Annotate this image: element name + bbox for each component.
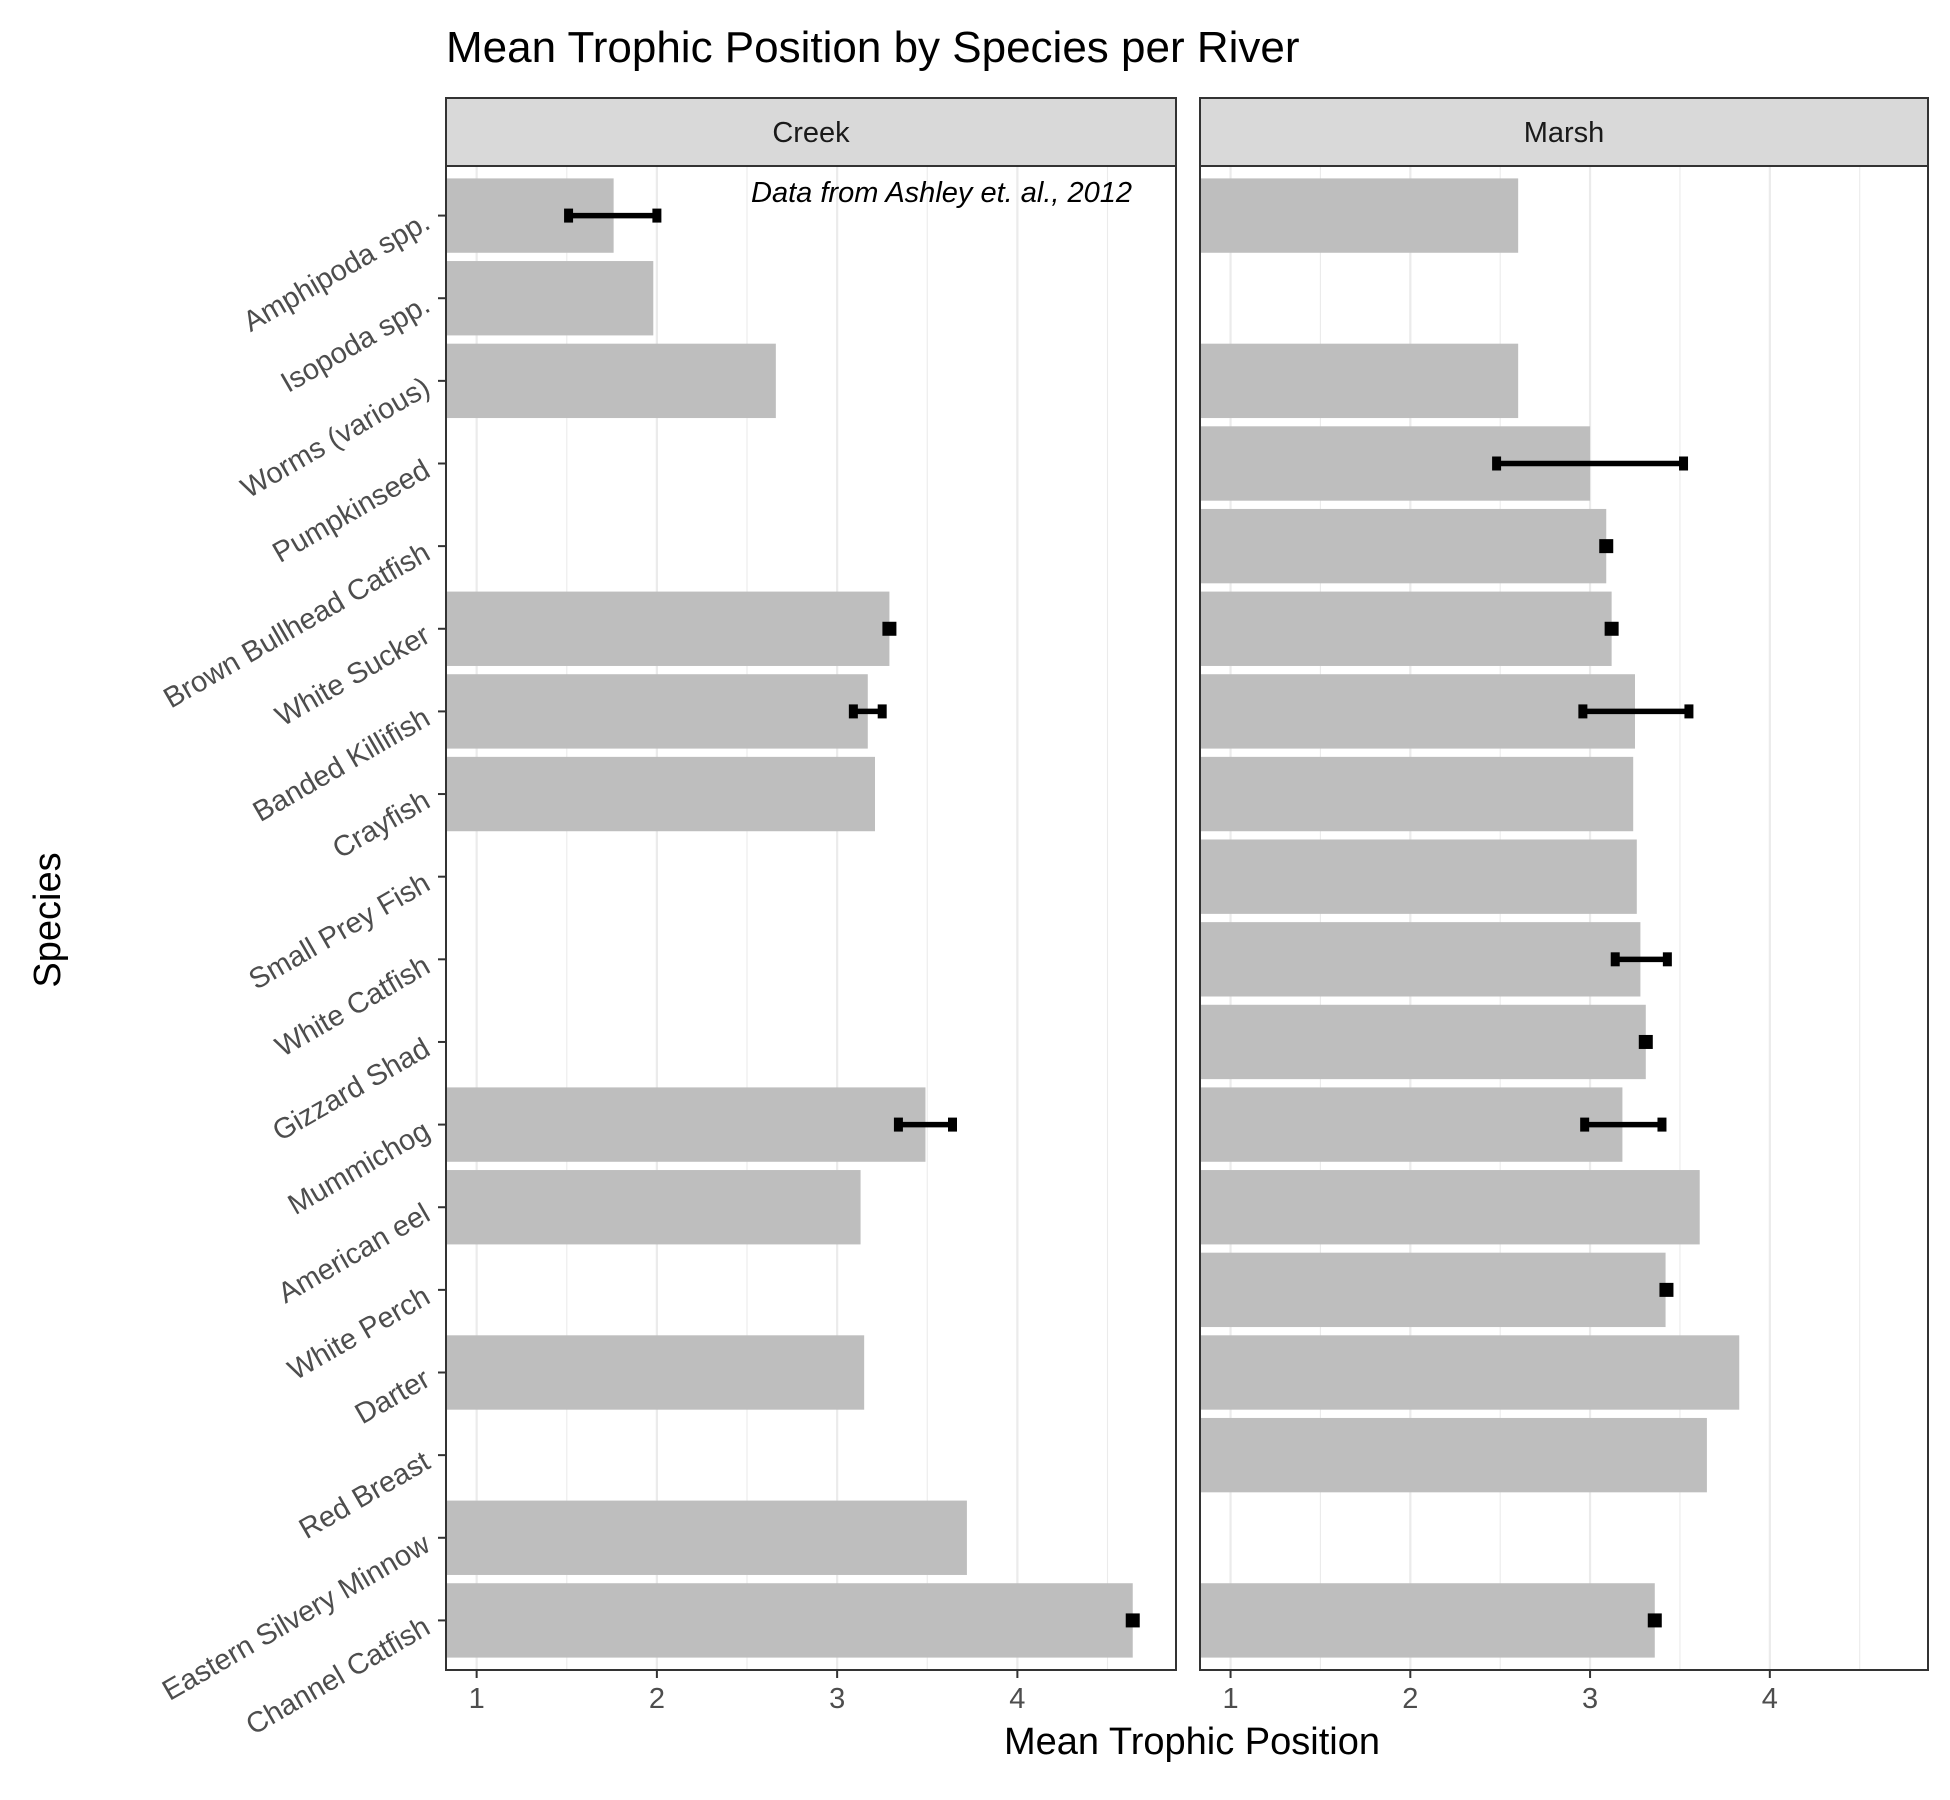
panel-marsh: Marsh 1 2 3 4 — [1199, 97, 1929, 1715]
error-bar-marker — [1638, 1034, 1653, 1049]
bar — [446, 1170, 861, 1245]
error-bar — [1659, 1282, 1674, 1297]
facet-strip — [1199, 97, 1929, 167]
bar — [446, 756, 875, 832]
bar — [1200, 343, 1519, 419]
bar — [446, 261, 654, 336]
x-tick-label: 3 — [1582, 1683, 1598, 1715]
bar — [1200, 1004, 1646, 1080]
bar — [1200, 508, 1607, 584]
error-bar — [1125, 1613, 1140, 1628]
y-tick-label: Crayfish — [327, 784, 435, 865]
error-bar — [1580, 1117, 1667, 1132]
panel-creek: Creek 1 2 3 4 — [445, 97, 1177, 1715]
bar — [1200, 674, 1636, 749]
error-bar-marker — [1659, 1282, 1674, 1297]
facet-panels: Creek 1 2 3 4 Marsh 1 2 3 4 — [445, 97, 1929, 1715]
x-tick-label: 1 — [1222, 1683, 1238, 1715]
error-bar-marker — [1604, 621, 1619, 636]
source-annotation: Data from Ashley et. al., 2012 — [751, 177, 1132, 209]
bar — [446, 674, 868, 749]
error-bar — [1647, 1613, 1662, 1628]
bar — [446, 1583, 1133, 1658]
y-axis: Amphipoda spp.Isopoda spp.Worms (various… — [157, 206, 446, 1742]
y-axis-title: Species — [27, 852, 69, 987]
y-tick-label: Eastern Silvery Minnow — [157, 1528, 436, 1708]
x-tick-label: 3 — [829, 1683, 845, 1715]
error-bar — [1604, 621, 1619, 636]
bar — [1200, 1335, 1740, 1410]
error-bar — [564, 208, 662, 223]
error-bar — [1599, 539, 1614, 554]
bar — [1200, 1417, 1707, 1493]
bar — [1200, 1252, 1666, 1328]
bar — [446, 343, 776, 419]
bar — [1200, 839, 1637, 914]
bar — [1200, 922, 1641, 997]
error-bar — [893, 1117, 957, 1132]
bar — [446, 1335, 865, 1410]
y-tick-label: Darter — [350, 1363, 436, 1431]
error-bar — [1638, 1034, 1653, 1049]
x-tick-label: 2 — [649, 1683, 665, 1715]
facet-strip — [445, 97, 1177, 167]
bar — [1200, 1087, 1623, 1162]
error-bar-marker — [1125, 1613, 1140, 1628]
x-axis-title: Mean Trophic Position — [1004, 1721, 1380, 1763]
bar — [1200, 178, 1519, 253]
error-bar — [1492, 456, 1689, 471]
error-bar-marker — [1647, 1613, 1662, 1628]
error-bar-marker — [882, 621, 897, 636]
bar — [1200, 756, 1634, 832]
y-tick-label: Brown Bullhead Catfish — [158, 536, 435, 714]
facet-strip-label: Marsh — [1524, 117, 1605, 149]
x-tick-label: 1 — [469, 1683, 485, 1715]
x-tick-label: 4 — [1762, 1683, 1778, 1715]
error-bar — [848, 704, 887, 719]
bar — [446, 1087, 926, 1162]
bar — [446, 591, 890, 666]
error-bar — [1610, 952, 1672, 967]
bar — [1200, 591, 1612, 666]
bar — [446, 1500, 967, 1575]
bar — [1200, 1170, 1700, 1245]
error-bar — [1578, 704, 1694, 719]
x-tick-label: 4 — [1009, 1683, 1025, 1715]
chart-title: Mean Trophic Position by Species per Riv… — [446, 23, 1300, 72]
error-bar — [882, 621, 897, 636]
x-tick-label: 2 — [1402, 1683, 1418, 1715]
facet-strip-label: Creek — [772, 117, 850, 149]
bar — [1200, 1583, 1655, 1658]
error-bar-marker — [1599, 539, 1614, 554]
